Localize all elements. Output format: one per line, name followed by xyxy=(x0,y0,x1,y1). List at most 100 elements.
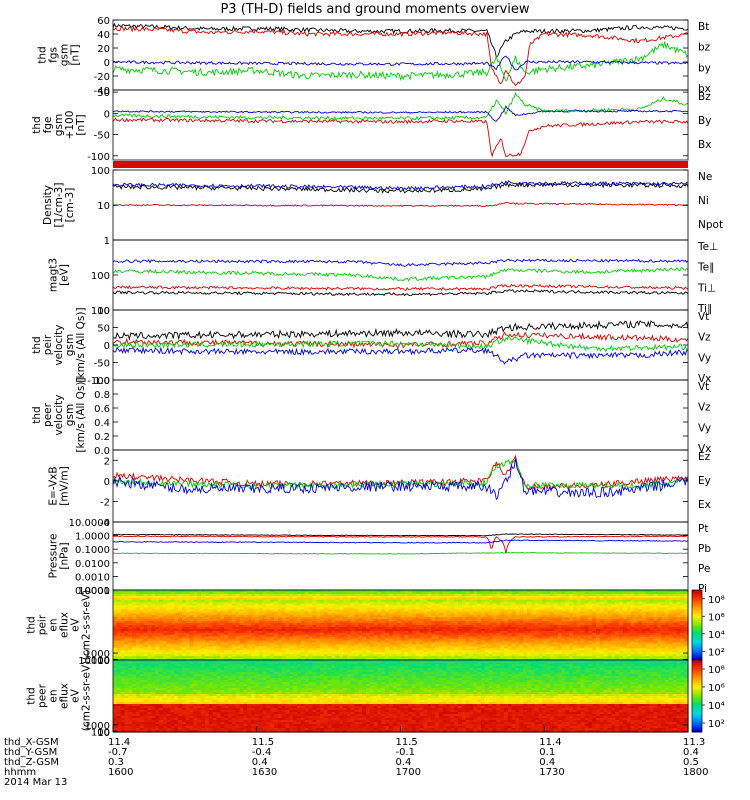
spec-cell xyxy=(159,617,164,620)
spec-cell xyxy=(136,636,141,640)
series-line-Pi xyxy=(112,539,689,544)
spec-cell xyxy=(274,658,279,661)
spec-cell xyxy=(185,590,191,593)
spec-cell xyxy=(366,609,371,612)
spec-cell xyxy=(182,630,187,634)
spec-cell xyxy=(615,644,620,647)
spec-cell xyxy=(266,597,271,601)
spec-cell xyxy=(419,636,425,640)
spec-cell xyxy=(465,607,471,611)
spec-cell xyxy=(235,652,241,655)
spec-cell xyxy=(469,630,474,634)
spec-cell xyxy=(596,599,601,603)
spec-cell xyxy=(473,630,478,634)
spec-cell xyxy=(588,648,593,651)
spec-cell xyxy=(358,605,363,609)
spec-cell xyxy=(412,640,417,644)
spec-cell xyxy=(151,607,156,611)
spec-cell xyxy=(308,590,313,593)
spec-cell xyxy=(231,611,237,614)
spec-cell xyxy=(308,607,313,611)
spec-cell xyxy=(404,595,409,599)
spec-cell xyxy=(603,623,609,626)
spec-cell xyxy=(155,644,160,647)
spec-cell xyxy=(438,630,444,634)
spec-cell xyxy=(442,658,448,661)
spec-cell xyxy=(327,654,333,657)
spec-cell xyxy=(458,590,463,593)
spec-cell xyxy=(611,626,616,630)
spec-cell xyxy=(274,640,279,644)
spec-cell xyxy=(527,599,532,603)
spec-cell xyxy=(128,621,133,624)
spec-cell xyxy=(174,607,179,611)
spec-cell xyxy=(507,609,513,612)
spec-cell xyxy=(481,593,486,597)
spec-cell xyxy=(569,607,574,611)
spec-cell xyxy=(534,621,540,624)
spec-cell xyxy=(323,595,329,599)
spec-cell xyxy=(461,626,467,630)
spec-cell xyxy=(228,595,233,599)
spec-cell xyxy=(320,611,325,614)
spec-cell xyxy=(396,593,402,597)
spec-cell xyxy=(212,654,218,657)
spec-cell xyxy=(339,654,344,657)
spec-cell xyxy=(619,591,624,595)
spec-cell xyxy=(385,621,390,624)
spec-cell xyxy=(488,619,494,622)
spec-cell xyxy=(289,597,294,601)
spec-cell xyxy=(500,615,505,618)
spec-cell xyxy=(216,658,221,661)
spec-cell xyxy=(289,634,294,638)
spec-cell xyxy=(530,613,536,616)
spec-cell xyxy=(258,601,264,605)
spec-cell xyxy=(400,617,405,620)
spec-cell xyxy=(404,644,409,647)
spec-cell xyxy=(450,642,455,646)
spec-cell xyxy=(228,628,233,632)
spec-cell xyxy=(553,630,559,634)
spec-cell xyxy=(350,638,356,642)
spec-cell xyxy=(228,605,233,609)
spec-cell xyxy=(346,652,352,655)
spec-cell xyxy=(435,595,440,599)
spec-cell xyxy=(438,609,444,612)
spec-cell xyxy=(377,636,382,640)
spec-cell xyxy=(530,658,536,661)
spec-cell xyxy=(346,621,352,624)
spec-cell xyxy=(492,630,497,634)
spec-cell xyxy=(231,607,237,611)
spec-cell xyxy=(366,632,371,636)
spec-cell xyxy=(147,619,152,622)
spec-cell xyxy=(396,623,402,626)
spec-cell xyxy=(151,603,156,607)
spec-cell xyxy=(534,595,540,599)
spec-cell xyxy=(415,613,421,616)
spec-cell xyxy=(224,621,229,624)
spec-cell xyxy=(599,623,605,626)
spec-cell xyxy=(212,611,218,614)
spec-cell xyxy=(174,625,179,628)
spec-cell xyxy=(247,634,252,638)
spec-cell xyxy=(258,625,264,628)
spec-cell xyxy=(274,654,279,657)
spec-cell xyxy=(327,626,333,630)
spec-cell xyxy=(170,619,175,622)
spec-cell xyxy=(542,654,547,657)
spec-cell xyxy=(565,648,570,651)
spec-cell xyxy=(201,619,206,622)
spec-cell xyxy=(408,605,413,609)
spec-cell xyxy=(308,623,313,626)
spec-cell xyxy=(174,630,179,634)
spec-cell xyxy=(607,656,612,659)
spec-cell xyxy=(162,609,168,612)
spec-cell xyxy=(542,597,547,601)
spec-cell xyxy=(530,607,536,611)
spec-cell xyxy=(197,656,202,659)
spec-cell xyxy=(599,613,605,616)
spec-cell xyxy=(553,623,559,626)
spec-cell xyxy=(170,607,175,611)
spec-cell xyxy=(277,601,283,605)
spec-cell xyxy=(166,617,172,620)
